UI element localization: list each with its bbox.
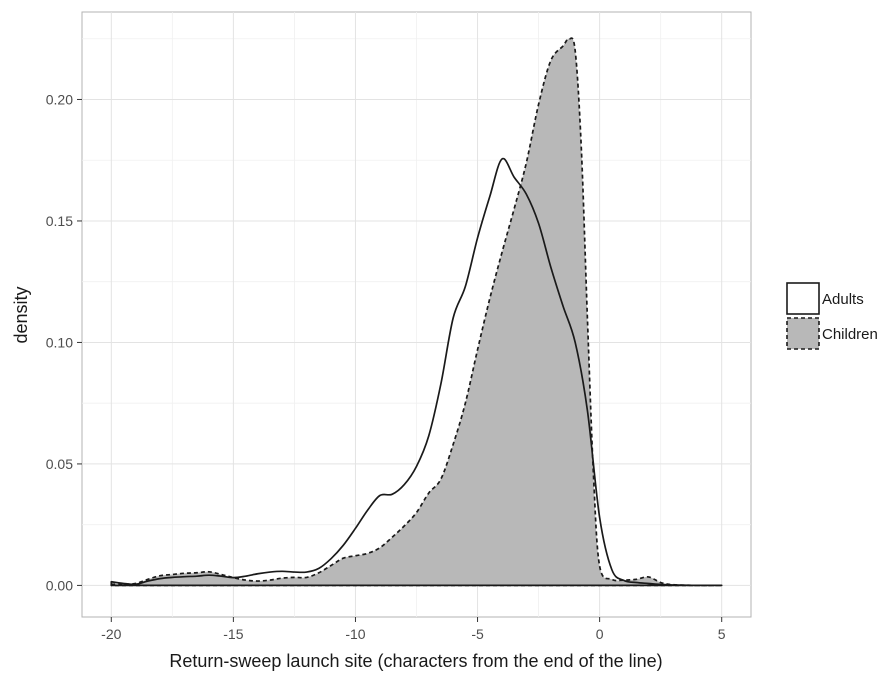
y-axis-ticks: 0.00 0.05 0.10 0.15 0.20: [46, 91, 82, 593]
grid-minor: [82, 12, 751, 617]
y-tick-label: 0.05: [46, 456, 73, 472]
y-tick-label: 0.20: [46, 91, 73, 107]
y-tick-label: 0.10: [46, 334, 73, 350]
density-line-adults: [110, 157, 723, 587]
y-axis-title: density: [11, 286, 31, 343]
legend-label-adults: Adults: [822, 291, 864, 308]
x-tick-label: -20: [101, 626, 121, 642]
x-axis-ticks: -20 -15 -10 -5 0 5: [101, 617, 726, 642]
legend-label-children: Children: [822, 326, 878, 343]
series-layer: [110, 37, 723, 587]
x-tick-label: -15: [223, 626, 243, 642]
legend-key-adults: [786, 282, 820, 315]
legend: Adults Children: [786, 282, 878, 350]
x-tick-label: 0: [596, 626, 604, 642]
density-fill-children: [111, 38, 722, 586]
x-tick-label: -5: [471, 626, 484, 642]
legend-key-children: [786, 317, 820, 350]
x-tick-label: -10: [345, 626, 365, 642]
y-tick-label: 0.15: [46, 213, 73, 229]
x-tick-label: 5: [718, 626, 726, 642]
y-tick-label: 0.00: [46, 577, 73, 593]
x-axis-title: Return-sweep launch site (characters fro…: [169, 651, 662, 671]
density-line-children: [110, 37, 723, 587]
